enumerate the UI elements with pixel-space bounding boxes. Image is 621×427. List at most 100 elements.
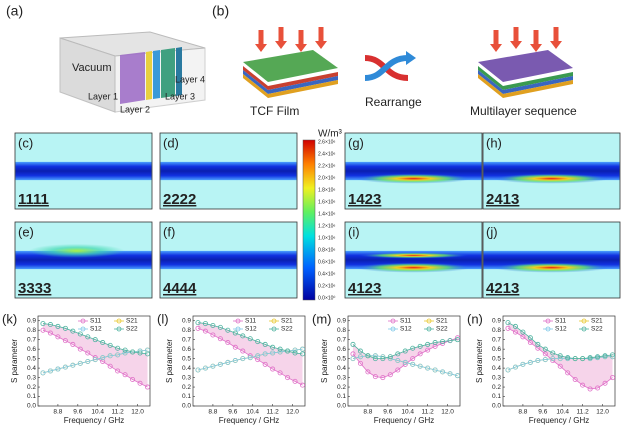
y-tick-label: 0.1 (492, 393, 501, 400)
x-tick-label: 10.4 (401, 409, 414, 416)
x-tick-label: 8.8 (53, 409, 62, 416)
legend-label: S12 (555, 326, 567, 333)
y-tick-label: 0.6 (27, 346, 36, 353)
arrow (490, 44, 502, 52)
legend-label: S12 (245, 326, 257, 333)
panel-label: (a) (6, 3, 23, 19)
colorbar (303, 140, 315, 300)
arrow (295, 44, 307, 52)
arrow (550, 41, 562, 49)
colorbar-tick: 2.4×10⁶ (318, 151, 336, 157)
x-tick-label: 10.4 (556, 409, 569, 416)
y-tick-label: 0.3 (182, 374, 191, 381)
field-band (16, 162, 152, 180)
figure: (a) (b) Vacuum Layer 1 Layer 2 Layer 3 L… (0, 0, 621, 427)
y-tick-label: 0.2 (492, 384, 501, 391)
legend-label: S22 (436, 326, 448, 333)
colorbar-tick: 1.0×10⁶ (318, 235, 336, 241)
caption: Rearrange (365, 95, 422, 109)
y-tick-label: 0.9 (492, 317, 501, 324)
y-tick-label: 0.8 (182, 327, 191, 334)
x-tick-label: 10.4 (246, 409, 259, 416)
colorbar-tick: 2.2×10⁶ (318, 163, 336, 169)
legend-label: S12 (90, 326, 102, 333)
x-tick-label: 8.8 (363, 409, 372, 416)
x-axis-label: Frequency / GHz (64, 416, 124, 425)
arrow (514, 27, 519, 41)
y-tick-label: 0.8 (27, 327, 36, 334)
field-hot (494, 263, 609, 273)
legend-label: S11 (400, 318, 411, 325)
y-tick-label: 0.5 (492, 355, 501, 362)
arrow (275, 41, 287, 49)
arrow (554, 27, 559, 41)
sample-code: 2413 (486, 191, 519, 208)
legend-label: S12 (400, 326, 412, 333)
caption: TCF Film (250, 104, 299, 118)
legend-label: S22 (126, 326, 138, 333)
panel-label: (i) (348, 224, 360, 239)
arrow (534, 30, 539, 44)
y-tick-label: 0.2 (182, 384, 191, 391)
x-tick-label: 12.0 (131, 409, 144, 416)
rearrange-icon (365, 51, 416, 78)
field-hot (356, 263, 471, 273)
vacuum-label: Vacuum (72, 62, 112, 74)
y-tick-label: 0.1 (27, 393, 36, 400)
panel-label: (j) (486, 224, 498, 239)
y-tick-label: 0.4 (27, 365, 36, 372)
arrow (494, 30, 499, 44)
field-band (161, 251, 297, 269)
x-axis-label: Frequency / GHz (374, 416, 434, 425)
x-axis-label: Frequency / GHz (529, 416, 589, 425)
x-axis-label: Frequency / GHz (219, 416, 279, 425)
x-tick-label: 11.2 (422, 409, 435, 416)
y-tick-label: 0.9 (27, 317, 36, 324)
y-tick-label: 0.6 (492, 346, 501, 353)
panel-label: (g) (348, 135, 364, 150)
y-tick-label: 0.1 (337, 393, 346, 400)
x-tick-label: 11.2 (577, 409, 590, 416)
y-tick-label: 0.3 (27, 374, 36, 381)
y-tick-label: 0.5 (337, 355, 346, 362)
arrow (259, 30, 264, 44)
x-tick-label: 8.8 (518, 409, 527, 416)
arrow (255, 44, 267, 52)
arrow (279, 27, 284, 41)
colorbar-tick: 0.2×10⁶ (318, 283, 336, 289)
arrow (319, 27, 324, 41)
y-axis-label: S parameter (475, 339, 484, 383)
legend-label: S11 (245, 318, 256, 325)
field-hot (494, 174, 609, 184)
y-tick-label: 0.0 (492, 403, 501, 410)
sample-code: 2222 (163, 191, 196, 208)
panel-label: (k) (2, 311, 17, 326)
x-tick-label: 9.6 (538, 409, 547, 416)
y-tick-label: 0.5 (27, 355, 36, 362)
colorbar-tick: 0.0×10⁰ (318, 295, 335, 301)
layer-label: Layer 1 (88, 91, 118, 101)
y-tick-label: 0.4 (492, 365, 501, 372)
y-tick-label: 0.3 (492, 374, 501, 381)
field-hot (359, 252, 469, 258)
legend-label: S22 (591, 326, 603, 333)
x-tick-label: 11.2 (267, 409, 280, 416)
x-tick-label: 12.0 (286, 409, 299, 416)
legend-label: S21 (281, 318, 293, 325)
panel-label: (l) (157, 311, 169, 326)
y-tick-label: 0.4 (337, 365, 346, 372)
y-tick-label: 0.7 (27, 336, 36, 343)
y-tick-label: 0.0 (27, 403, 36, 410)
y-tick-label: 0.9 (337, 317, 346, 324)
y-tick-label: 0.5 (182, 355, 191, 362)
legend-label: S22 (281, 326, 293, 333)
x-tick-label: 10.4 (91, 409, 104, 416)
layer-label: Layer 3 (165, 91, 195, 101)
colorbar-tick: 2.0×10⁶ (318, 175, 336, 181)
y-tick-label: 0.9 (182, 317, 191, 324)
x-tick-label: 9.6 (73, 409, 82, 416)
colorbar-tick: 1.6×10⁶ (318, 199, 336, 205)
panel-label: (d) (163, 135, 179, 150)
x-tick-label: 12.0 (596, 409, 609, 416)
colorbar-tick: 1.2×10⁶ (318, 223, 336, 229)
